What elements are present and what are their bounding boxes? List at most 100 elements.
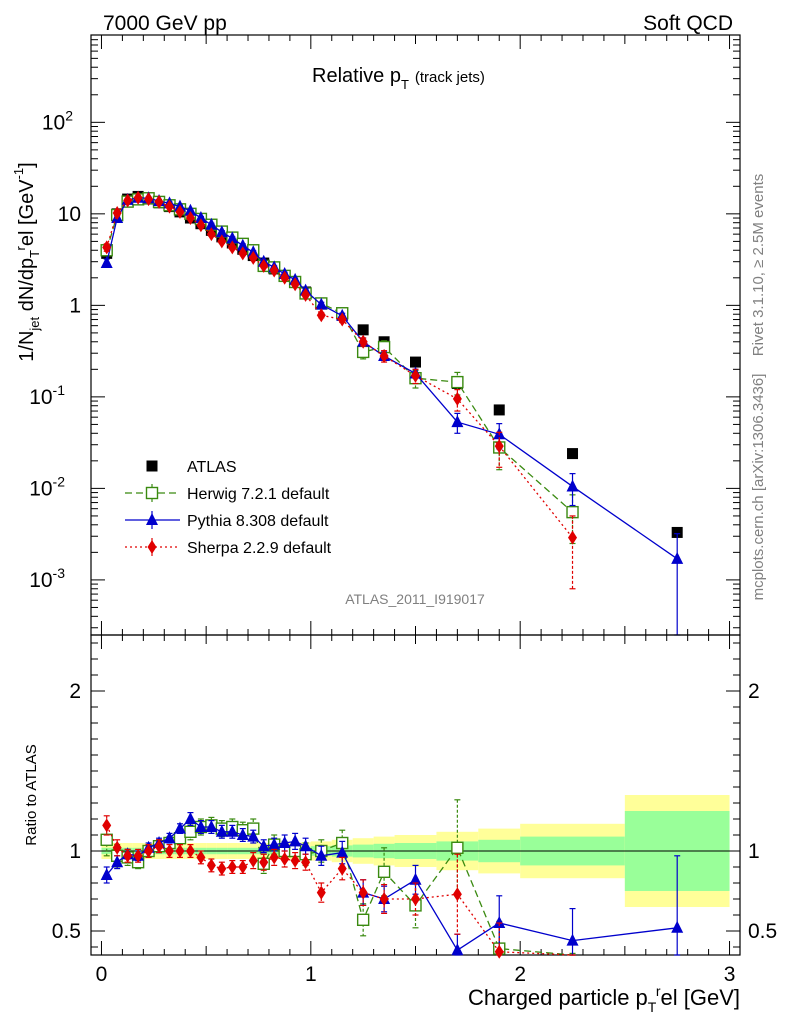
data-point xyxy=(671,526,683,538)
data-point xyxy=(217,234,227,249)
data-point xyxy=(196,218,206,233)
data-point xyxy=(111,855,124,868)
data-point xyxy=(133,190,143,205)
data-point xyxy=(102,240,112,255)
data-point xyxy=(259,855,269,870)
data-point xyxy=(452,391,462,406)
data-point xyxy=(451,375,464,389)
data-point xyxy=(133,848,143,863)
data-point xyxy=(494,944,504,959)
y-tick-label: 10 xyxy=(58,203,81,226)
data-point xyxy=(409,872,422,885)
data-point xyxy=(379,348,389,363)
data-point xyxy=(146,513,158,525)
ratio-y-tick-label: 0.5 xyxy=(52,920,81,943)
legend-label: ATLAS xyxy=(187,459,237,476)
data-point xyxy=(451,841,464,854)
ratio-y-tick-label: 1 xyxy=(69,840,81,863)
y-tick-label: 1 xyxy=(69,294,81,317)
data-point xyxy=(227,860,237,874)
data-point xyxy=(379,892,389,906)
data-point xyxy=(196,850,206,865)
data-point xyxy=(165,199,175,214)
ratio-y-tick-label-right: 1 xyxy=(748,840,760,863)
data-point xyxy=(356,913,370,926)
chart-title: Relative pT (track jets) xyxy=(312,65,485,92)
data-point xyxy=(206,227,216,242)
data-point xyxy=(299,839,312,852)
data-point xyxy=(206,858,216,873)
ratio-panel xyxy=(90,634,741,959)
data-point xyxy=(566,933,579,946)
data-point xyxy=(194,211,207,224)
series-3 xyxy=(102,190,578,590)
data-point xyxy=(100,833,113,846)
data-point xyxy=(290,853,300,868)
legend-label: Sherpa 2.2.9 default xyxy=(187,540,332,557)
data-point xyxy=(301,287,311,302)
mcplots-label: mcplots.cern.ch [arXiv:1306.3436] xyxy=(750,374,767,601)
data-point xyxy=(257,839,270,852)
series-line xyxy=(106,197,678,560)
data-point xyxy=(112,206,122,221)
data-point xyxy=(146,460,158,472)
data-point xyxy=(100,868,113,880)
y-tick-label: 10-2 xyxy=(29,473,65,500)
ratio-y-tick-label: 2 xyxy=(69,680,81,703)
data-point xyxy=(226,231,239,244)
ratio-series-0 xyxy=(100,799,576,956)
data-point xyxy=(226,824,239,837)
data-point xyxy=(175,204,185,219)
data-point xyxy=(102,818,112,833)
data-point xyxy=(358,885,368,900)
data-point xyxy=(247,829,260,842)
x-tick-label: 3 xyxy=(724,963,736,986)
data-point xyxy=(451,415,464,428)
data-point xyxy=(205,820,218,832)
data-point xyxy=(184,812,197,824)
data-point xyxy=(452,887,462,902)
data-point xyxy=(145,486,159,500)
data-point xyxy=(173,832,187,845)
data-point xyxy=(671,920,684,933)
ratio-y-axis-label: Ratio to ATLAS xyxy=(23,744,40,845)
data-point xyxy=(173,821,186,834)
data-point xyxy=(301,855,311,870)
x-axis-label: Charged particle pTrel [GeV] xyxy=(468,983,740,1015)
ratio-series-2 xyxy=(102,815,576,959)
series-line xyxy=(106,197,574,538)
data-point xyxy=(493,916,506,928)
y-tick-label: 10-3 xyxy=(29,565,65,592)
data-point xyxy=(205,217,218,230)
data-point xyxy=(175,844,185,858)
data-point xyxy=(315,848,328,861)
data-point xyxy=(278,836,291,848)
data-point xyxy=(493,404,505,416)
data-point xyxy=(337,312,347,327)
data-point xyxy=(236,828,249,840)
header-left: 7000 GeV pp xyxy=(103,12,227,35)
data-point xyxy=(567,448,579,460)
x-tick-label: 0 xyxy=(96,963,108,986)
data-point xyxy=(112,840,122,855)
data-point xyxy=(357,324,369,336)
data-point xyxy=(144,192,154,207)
data-point xyxy=(154,194,164,209)
data-point xyxy=(566,479,579,492)
data-point xyxy=(358,334,368,349)
data-point xyxy=(184,203,197,216)
data-point xyxy=(194,820,207,832)
data-point xyxy=(451,943,464,956)
data-point xyxy=(268,837,281,850)
data-point xyxy=(411,368,420,383)
data-point xyxy=(238,860,248,874)
legend-label: Pythia 8.308 default xyxy=(187,513,329,530)
data-point xyxy=(280,270,290,285)
data-point xyxy=(147,540,157,554)
data-point xyxy=(163,831,176,844)
ratio-line xyxy=(106,825,573,956)
data-point xyxy=(494,439,504,454)
x-tick-label: 2 xyxy=(514,963,526,986)
data-point xyxy=(316,308,326,323)
